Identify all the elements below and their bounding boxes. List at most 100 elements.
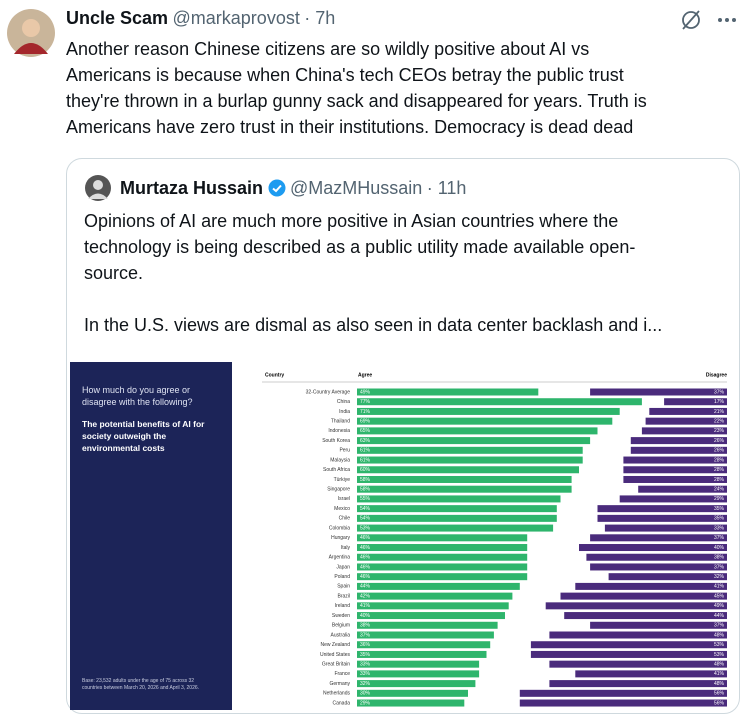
author-name[interactable]: Uncle Scam xyxy=(66,8,169,28)
quoted-text: In the U.S. views are dismal as also see… xyxy=(84,315,663,335)
data-label: 69% xyxy=(360,418,371,424)
post-time[interactable]: · 7h xyxy=(304,8,336,28)
bar xyxy=(357,689,468,697)
bar xyxy=(357,592,513,600)
bar xyxy=(357,680,476,688)
bar xyxy=(597,514,727,522)
data-label: 53% xyxy=(714,652,725,658)
data-label: 61% xyxy=(360,448,371,454)
bar xyxy=(357,544,528,552)
data-label: 23% xyxy=(714,428,725,434)
data-label: 63% xyxy=(360,438,371,444)
chart-statement: The potential benefits of AI for society… xyxy=(82,419,205,453)
y-tick-label: Spain xyxy=(337,584,350,590)
bar xyxy=(664,398,727,406)
bar xyxy=(604,524,727,532)
y-tick-label: Sweden xyxy=(332,613,350,619)
bar xyxy=(575,670,727,678)
bar xyxy=(564,612,727,620)
bar xyxy=(357,505,557,513)
y-tick-label: Israel xyxy=(338,496,350,502)
y-tick-label: South Korea xyxy=(322,438,350,444)
bar xyxy=(638,485,727,493)
data-label: 54% xyxy=(360,506,371,512)
data-label: 46% xyxy=(360,535,371,541)
data-label: 71% xyxy=(360,409,371,415)
quoted-author: Murtaza Hussain @MazMHussain · 11h xyxy=(120,178,466,199)
bar xyxy=(549,660,727,668)
bar xyxy=(590,388,727,396)
data-label: 48% xyxy=(714,681,725,687)
legend-label: Agree xyxy=(358,372,372,378)
data-label: 46% xyxy=(360,555,371,561)
bar xyxy=(357,495,561,503)
data-label: 46% xyxy=(360,574,371,580)
quoted-post[interactable] xyxy=(66,158,740,714)
data-label: 35% xyxy=(714,516,725,522)
data-label: 38% xyxy=(714,555,725,561)
y-tick-label: France xyxy=(334,671,350,677)
bar xyxy=(530,650,727,658)
data-label: 32% xyxy=(714,574,725,580)
bar xyxy=(357,563,528,571)
data-label: 38% xyxy=(360,623,371,629)
y-tick-label: Italy xyxy=(341,545,351,551)
y-tick-label: India xyxy=(339,409,350,415)
data-label: 48% xyxy=(714,632,725,638)
post-text: they're thrown in a burlap gunny sack an… xyxy=(66,91,647,111)
bar xyxy=(519,699,727,707)
y-tick-label: Great Britain xyxy=(322,661,350,667)
y-tick-label: Türkiye xyxy=(334,477,351,483)
y-tick-label: Mexico xyxy=(334,506,350,512)
bar xyxy=(357,398,642,406)
bar xyxy=(357,475,572,483)
bar xyxy=(586,553,727,561)
bar xyxy=(623,466,727,474)
bar xyxy=(357,446,583,454)
post-text: Another reason Chinese citizens are so w… xyxy=(66,39,590,59)
data-label: 53% xyxy=(714,642,725,648)
bar xyxy=(619,495,727,503)
column-header: Country xyxy=(265,372,284,378)
quoted-text: technology is being described as a publi… xyxy=(84,237,636,257)
bar xyxy=(357,388,539,396)
bar xyxy=(357,612,505,620)
bar xyxy=(357,456,583,464)
bar xyxy=(357,553,528,561)
quoted-avatar xyxy=(85,175,111,201)
y-tick-label: South Africa xyxy=(323,467,350,473)
bar xyxy=(357,437,591,445)
data-label: 29% xyxy=(360,700,371,706)
bar xyxy=(641,427,727,435)
bar xyxy=(357,514,557,522)
bar xyxy=(560,592,727,600)
post-text: Americans have zero trust in their insti… xyxy=(66,117,634,137)
data-label: 41% xyxy=(714,671,725,677)
header-icons[interactable] xyxy=(680,8,740,32)
bar xyxy=(575,582,727,590)
data-label: 36% xyxy=(360,642,371,648)
quoted-text: Opinions of AI are much more positive in… xyxy=(84,211,619,231)
data-label: 33% xyxy=(714,525,725,531)
y-tick-label: Chile xyxy=(339,516,351,522)
data-label: 44% xyxy=(360,584,371,590)
y-tick-label: United States xyxy=(320,652,351,658)
data-label: 46% xyxy=(360,564,371,570)
data-label: 21% xyxy=(714,409,725,415)
bar xyxy=(357,602,509,610)
bar xyxy=(623,475,727,483)
bar xyxy=(645,417,727,425)
chart-panel: How much do you agree or disagree with t… xyxy=(70,362,232,710)
bar xyxy=(630,446,727,454)
y-tick-label: Netherlands xyxy=(323,691,350,697)
quoted-time: · 11h xyxy=(426,178,467,198)
author-handle[interactable]: @markaprovost xyxy=(172,8,300,28)
y-tick-label: Indonesia xyxy=(328,428,350,434)
data-label: 45% xyxy=(714,593,725,599)
avatar[interactable] xyxy=(6,8,56,58)
y-tick-label: Peru xyxy=(339,448,350,454)
bar xyxy=(357,407,620,415)
y-tick-label: Japan xyxy=(336,564,350,570)
data-label: 40% xyxy=(360,613,371,619)
